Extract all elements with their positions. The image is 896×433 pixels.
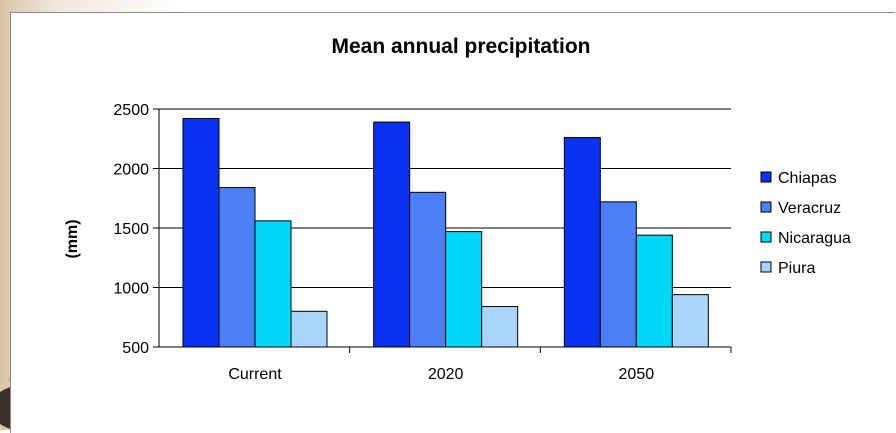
axes: 500 1000 1500 2000 2500 Current 2020 2050 — [113, 102, 732, 383]
x-tick-label: Current — [228, 366, 282, 383]
bar-chiapas-2020 — [373, 121, 411, 348]
x-tick-label: 2020 — [428, 366, 464, 383]
legend-swatch-veracruz — [760, 201, 772, 213]
legend: Chiapas Veracruz Nicaragua Piura — [760, 170, 851, 277]
bar-chiapas-2050 — [563, 137, 601, 348]
y-tick-label: 2000 — [113, 162, 149, 179]
bars — [182, 118, 709, 348]
legend-swatch-nicaragua — [760, 231, 772, 243]
legend-label-nicaragua: Nicaragua — [778, 230, 851, 247]
y-axis-label: (mm) — [64, 219, 81, 258]
bar-nicaragua-2020 — [445, 231, 483, 348]
y-tick-label: 2500 — [113, 102, 149, 119]
legend-label-veracruz: Veracruz — [778, 200, 841, 217]
chart-title: Mean annual precipitation — [331, 35, 590, 58]
legend-swatch-chiapas — [760, 171, 772, 183]
bar-nicaragua-2050 — [635, 234, 673, 348]
x-tick-label: 2050 — [619, 366, 655, 383]
y-tick-label: 500 — [122, 340, 149, 357]
bar-veracruz-current — [218, 187, 256, 348]
y-tick-label: 1000 — [113, 281, 149, 298]
bar-veracruz-2050 — [599, 201, 637, 348]
bar-piura-2020 — [481, 306, 519, 348]
bar-nicaragua-current — [254, 220, 292, 348]
legend-label-chiapas: Chiapas — [778, 170, 837, 187]
bar-piura-2050 — [671, 294, 709, 348]
y-tick-label: 1500 — [113, 221, 149, 238]
bar-piura-current — [290, 310, 328, 348]
legend-swatch-piura — [760, 261, 772, 273]
chart-area: Mean annual precipitation (mm) 500 1000 15… — [10, 12, 895, 433]
bar-chiapas-current — [182, 118, 220, 348]
bar-chart: Mean annual precipitation (mm) 500 1000 15… — [64, 35, 851, 383]
legend-label-piura: Piura — [778, 260, 815, 277]
bar-veracruz-2020 — [409, 191, 447, 348]
